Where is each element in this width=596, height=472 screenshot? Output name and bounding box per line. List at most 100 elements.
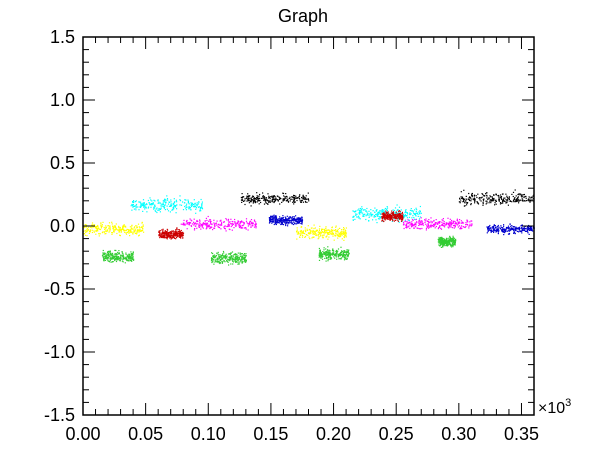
scatter-point [325, 260, 327, 262]
scatter-point [122, 254, 124, 256]
scatter-point [114, 256, 116, 258]
scatter-point [174, 231, 177, 233]
scatter-point [322, 237, 324, 239]
scatter-point [294, 219, 296, 221]
scatter-point [405, 225, 407, 227]
scatter-point [415, 219, 417, 221]
scatter-point [132, 233, 134, 235]
scatter-point [324, 231, 326, 233]
scatter-point [118, 230, 120, 232]
scatter-point [102, 257, 105, 259]
scatter-point [500, 196, 502, 198]
series-red-cluster-0 [158, 227, 185, 240]
x-tick-label: 0.20 [316, 424, 351, 444]
scatter-point [389, 215, 391, 217]
scatter-point [343, 230, 345, 232]
scatter-point [411, 223, 413, 225]
scatter-point [503, 197, 505, 199]
scatter-point [380, 210, 382, 212]
scatter-point [230, 218, 232, 220]
scatter-point [168, 232, 170, 234]
scatter-point [205, 222, 207, 224]
scatter-point [367, 212, 369, 215]
scatter-point [245, 255, 247, 257]
scatter-point [450, 245, 452, 247]
scatter-point [214, 227, 216, 229]
scatter-point [269, 221, 271, 224]
scatter-point [232, 261, 235, 263]
scatter-point [286, 220, 288, 222]
scatter-point [119, 228, 121, 230]
scatter-point [188, 205, 190, 208]
scatter-point [345, 236, 347, 238]
scatter-point [98, 235, 100, 237]
scatter-point [142, 202, 144, 204]
scatter-point [523, 194, 525, 196]
y-tick-label: -0.5 [44, 279, 75, 299]
scatter-point [376, 215, 378, 217]
scatter-point [373, 216, 375, 218]
scatter-point [405, 215, 407, 217]
scatter-point [175, 205, 177, 207]
scatter-point [376, 214, 378, 216]
scatter-point [301, 223, 303, 225]
scatter-point [503, 229, 506, 231]
scatter-point [491, 200, 493, 202]
scatter-point [100, 222, 102, 224]
scatter-point [98, 233, 100, 235]
scatter-point [140, 204, 142, 206]
scatter-point [305, 230, 307, 232]
scatter-point [454, 244, 456, 246]
scatter-point [482, 201, 484, 203]
scatter-point [115, 255, 117, 257]
scatter-point [254, 223, 257, 225]
scatter-point [402, 214, 405, 216]
scatter-point [278, 218, 280, 220]
scatter-point [326, 252, 328, 254]
scatter-point [172, 233, 174, 235]
scatter-point [506, 195, 508, 197]
scatter-point [431, 222, 433, 224]
scatter-point [103, 258, 105, 260]
scatter-point [405, 211, 407, 213]
scatter-point [513, 232, 515, 234]
scatter-point [521, 232, 523, 234]
scatter-point [517, 228, 519, 230]
scatter-point [498, 230, 500, 232]
scatter-point [396, 219, 398, 221]
scatter-point [301, 236, 304, 238]
scatter-point [174, 205, 176, 207]
scatter-point [325, 254, 327, 256]
scatter-point [296, 238, 298, 240]
scatter-point [531, 197, 533, 199]
scatter-point [445, 222, 447, 224]
scatter-point [176, 228, 178, 230]
scatter-point [286, 195, 288, 197]
scatter-point [244, 260, 246, 262]
scatter-point [216, 258, 218, 260]
scatter-point [525, 195, 527, 197]
scatter-point [175, 234, 177, 236]
y-tick-label: 0.0 [50, 216, 75, 236]
scatter-point [240, 259, 242, 261]
scatter-point [329, 255, 332, 257]
scatter-point [248, 224, 250, 226]
scatter-point [282, 199, 284, 201]
scatter-point [352, 210, 354, 212]
scatter-point [235, 225, 237, 227]
scatter-point [190, 225, 192, 227]
scatter-point [210, 257, 213, 260]
scatter-point [242, 199, 244, 201]
scatter-point [241, 253, 243, 255]
scatter-point [283, 195, 285, 197]
scatter-point [270, 219, 273, 221]
scatter-point [457, 224, 459, 226]
scatter-point [138, 235, 140, 237]
scatter-point [191, 220, 193, 222]
scatter-point [147, 199, 149, 202]
scatter-point [442, 219, 444, 222]
scatter-point [346, 252, 348, 254]
scatter-point [321, 228, 323, 230]
scatter-point [455, 238, 457, 240]
scatter-point [527, 226, 529, 228]
